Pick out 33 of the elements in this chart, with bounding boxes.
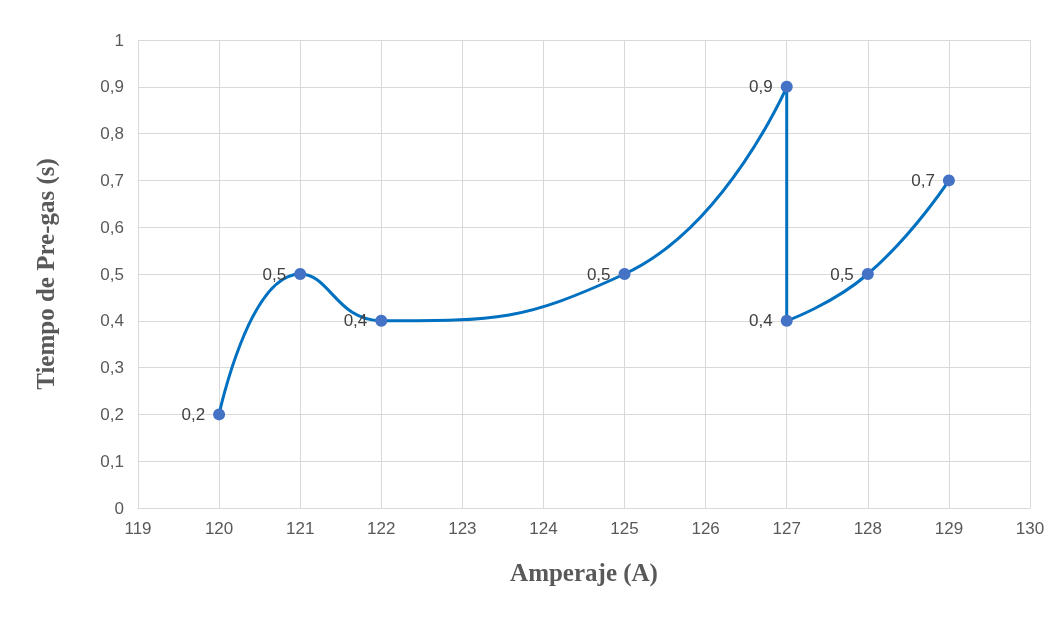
y-tick-label: 0 — [114, 498, 124, 518]
data-label: 0,5 — [586, 264, 611, 284]
y-tick-label: 0,3 — [100, 358, 124, 378]
x-tick-label: 129 — [934, 519, 964, 538]
x-tick-label: 127 — [772, 519, 801, 538]
data-label: 0,5 — [830, 264, 854, 284]
x-tick-label: 122 — [367, 519, 396, 538]
y-tick-label: 0,1 — [100, 451, 124, 471]
data-label: 0,4 — [749, 311, 773, 331]
data-label: 0,5 — [262, 264, 287, 284]
x-tick-label: 119 — [124, 519, 152, 538]
y-axis-title: Tiempo de Pre-gas (s) — [32, 158, 60, 390]
x-tick-label: 126 — [691, 519, 720, 538]
y-tick-label: 0,7 — [100, 170, 124, 190]
x-axis-title: Amperaje (A) — [510, 559, 658, 587]
y-tick-label: 0,2 — [100, 404, 124, 424]
data-label: 0,9 — [749, 77, 773, 97]
x-tick-label: 123 — [448, 519, 477, 538]
x-tick-label: 121 — [285, 519, 315, 538]
data-label: 0,4 — [343, 311, 368, 331]
y-tick-label: 0,9 — [100, 77, 124, 97]
y-tick-label: 0,6 — [100, 217, 124, 237]
y-tick-label: 0,5 — [100, 264, 124, 284]
data-label: 0,7 — [911, 170, 935, 190]
y-tick-label: 0,4 — [100, 311, 124, 331]
x-tick-label: 130 — [1015, 519, 1045, 538]
y-tick-label: 1 — [114, 30, 124, 50]
y-tick-label: 0,8 — [100, 124, 124, 144]
x-tick-label: 125 — [610, 519, 639, 538]
x-tick-label: 124 — [529, 519, 558, 538]
x-tick-label: 120 — [204, 519, 234, 538]
x-tick-label: 128 — [853, 519, 883, 538]
data-label: 0,2 — [181, 404, 206, 424]
